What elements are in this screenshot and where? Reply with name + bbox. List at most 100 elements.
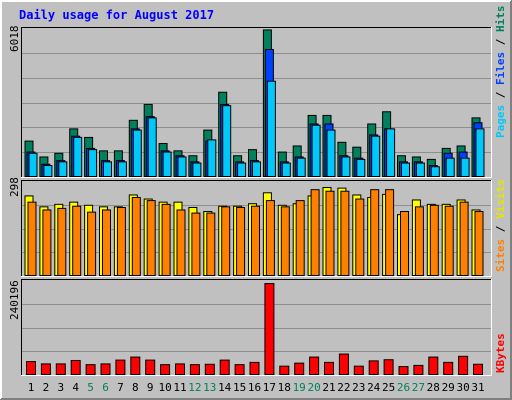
kbytes-bar <box>26 361 36 376</box>
pages-bar <box>252 161 261 177</box>
visits-sites-panel <box>21 180 492 277</box>
kbytes-bar <box>100 363 111 376</box>
kbytes-bar <box>428 356 439 376</box>
day-label: 23 <box>352 381 365 394</box>
day-label: 30 <box>456 381 469 394</box>
day-label: 13 <box>203 381 216 394</box>
kbytes-bar <box>130 356 141 376</box>
day-label: 7 <box>117 381 124 394</box>
sites-bar <box>27 201 37 276</box>
sites-bar <box>87 211 97 276</box>
sites-bar <box>236 206 246 276</box>
day-label: 1 <box>28 381 35 394</box>
day-label: 6 <box>102 381 109 394</box>
pages-bar <box>475 128 485 177</box>
sites-bar <box>131 196 141 276</box>
day-label: 27 <box>412 381 425 394</box>
sites-bar <box>251 205 260 276</box>
pages-bar <box>132 129 142 177</box>
day-label: 20 <box>307 381 320 394</box>
day-label: 16 <box>248 381 261 394</box>
pages-bar <box>415 162 425 178</box>
sites-bar <box>206 212 216 276</box>
kbytes-panel <box>21 279 492 376</box>
kbytes-bar <box>294 362 305 375</box>
pages-bar <box>117 161 127 177</box>
day-label: 8 <box>132 381 139 394</box>
day-label: 21 <box>322 381 335 394</box>
sites-bar <box>459 201 469 276</box>
pages-bar <box>326 129 336 177</box>
day-label: 29 <box>442 381 455 394</box>
pages-bar <box>341 156 351 177</box>
sites-bar <box>146 200 156 277</box>
kbytes-bar <box>85 364 96 376</box>
pages-bar <box>88 149 98 178</box>
chart-title: Daily usage for August 2017 <box>19 8 214 22</box>
sites-bar <box>474 211 484 276</box>
pages-bar <box>222 105 232 177</box>
pages-bar <box>445 157 455 178</box>
day-label: 31 <box>471 381 484 394</box>
day-label: 26 <box>397 381 410 394</box>
pages-bar <box>430 166 440 177</box>
day-label: 25 <box>382 381 395 394</box>
kbytes-bar <box>324 361 334 375</box>
sites-bar <box>400 211 409 276</box>
day-label: 18 <box>278 381 291 394</box>
sites-bar <box>72 205 82 276</box>
day-label: 28 <box>427 381 440 394</box>
kbytes-bar <box>353 365 364 375</box>
pages-bar <box>356 158 366 177</box>
kbytes-bar <box>115 359 126 375</box>
day-label: 5 <box>87 381 94 394</box>
day-label: 10 <box>158 381 171 394</box>
kbytes-bar <box>70 359 81 375</box>
kbytes-bar <box>368 360 379 376</box>
right-legend-top: Pages / Files / Hits <box>494 6 507 139</box>
sites-bar <box>265 200 275 277</box>
visits-axis-max-label: 298 <box>8 177 21 197</box>
kbytes-bar <box>398 366 409 376</box>
day-label: 17 <box>263 381 276 394</box>
day-label: 22 <box>337 381 350 394</box>
pages-bar <box>207 139 217 178</box>
sites-bar <box>116 206 126 276</box>
pages-bar <box>147 117 157 177</box>
sites-bar <box>414 206 424 276</box>
pages-bar <box>296 157 306 178</box>
kbytes-bar <box>338 353 349 376</box>
kbytes-bar <box>413 364 424 376</box>
sites-bar <box>221 206 231 276</box>
day-label: 12 <box>188 381 201 394</box>
day-label: 3 <box>57 381 64 394</box>
sites-bar <box>340 190 350 276</box>
right-legend-mid: Sites / Visits <box>494 179 507 272</box>
kbytes-bar <box>264 283 275 375</box>
sites-bar <box>310 189 320 277</box>
sites-bar <box>280 206 290 276</box>
sites-bar <box>355 198 365 276</box>
pages-bar <box>28 152 38 177</box>
kbytes-bar <box>383 359 394 376</box>
pages-bar <box>311 124 321 177</box>
sites-bar <box>191 212 201 276</box>
day-label: 14 <box>218 381 232 394</box>
pages-bar <box>281 162 291 178</box>
legend-sep-3: / <box>494 219 507 239</box>
legend-hits: Hits <box>494 6 507 33</box>
kbytes-bar <box>189 364 200 376</box>
legend-sites: Sites <box>494 239 507 272</box>
kbytes-bar <box>249 361 260 375</box>
sites-bar <box>295 200 305 277</box>
pages-bar <box>177 156 187 177</box>
kbytes-bar <box>443 361 454 375</box>
legend-files: Files <box>494 52 507 85</box>
pages-bar <box>103 161 112 177</box>
day-labels: 1 2 3 4 5 6 7 8 9 10 11 12 13 14 15 16 17 18 19 20 21 22 23 24 2… <box>28 381 485 394</box>
legend-visits: Visits <box>494 179 507 219</box>
sites-bar <box>161 203 171 277</box>
sites-bar <box>176 209 186 276</box>
legend-pages: Pages <box>494 105 507 138</box>
